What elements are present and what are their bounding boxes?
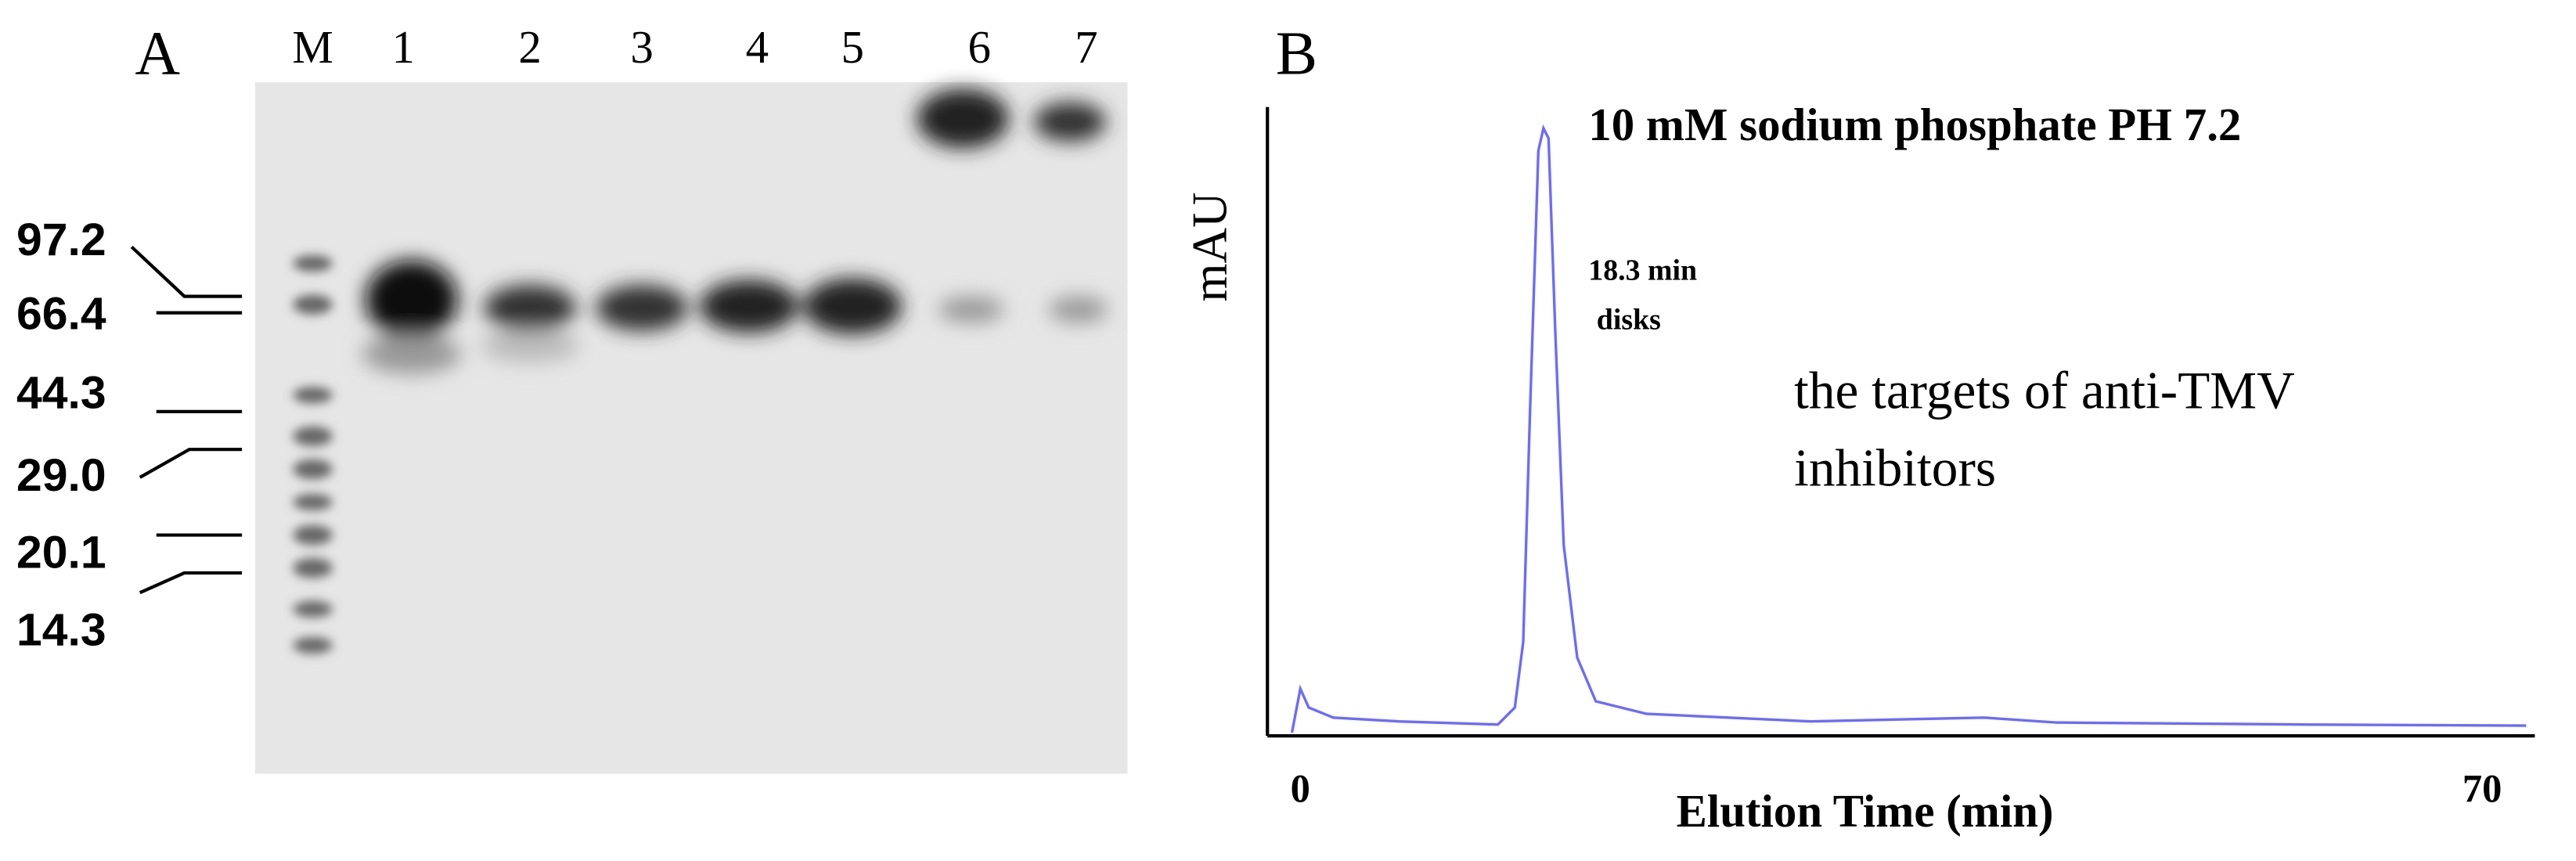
- lane-label: 3: [630, 22, 653, 73]
- annotation: disks: [1597, 304, 1661, 337]
- marker-label: 44.3: [16, 368, 106, 419]
- annotation: 18.3 min: [1588, 254, 1697, 287]
- marker-label: 14.3: [16, 604, 106, 655]
- marker-label: 29.0: [16, 450, 106, 501]
- x-axis-label: Elution Time (min): [1677, 786, 2054, 837]
- chromatogram-trace: [1290, 124, 2527, 733]
- annotation: inhibitors: [1794, 438, 1996, 497]
- gel-background: [254, 82, 1128, 774]
- lane-label: 6: [967, 22, 990, 73]
- gel: [254, 82, 1128, 774]
- lane-label: 5: [841, 22, 864, 73]
- marker-ladder: [293, 255, 333, 654]
- lane-label: M: [292, 22, 333, 73]
- panel-label: A: [135, 20, 180, 88]
- annotation: 10 mM sodium phosphate PH 7.2: [1588, 99, 2241, 150]
- marker-label: 97.2: [16, 214, 106, 265]
- gel-bands: [362, 88, 1108, 374]
- x-tick-label: 0: [1291, 766, 1310, 810]
- marker-pointers: [130, 245, 243, 595]
- axes: [1266, 106, 2535, 738]
- y-axis-label: mAU: [1183, 192, 1238, 301]
- lane-label: 7: [1075, 22, 1097, 73]
- marker-label: 20.1: [16, 528, 106, 578]
- marker-label: 66.4: [16, 289, 106, 340]
- lane-label: 1: [391, 22, 414, 73]
- annotation: the targets of anti-TMV: [1794, 362, 2295, 420]
- lane-label: 4: [746, 22, 769, 73]
- lane-label: 2: [518, 22, 541, 73]
- panel-label: B: [1276, 20, 1317, 88]
- x-tick-label: 70: [2463, 766, 2502, 810]
